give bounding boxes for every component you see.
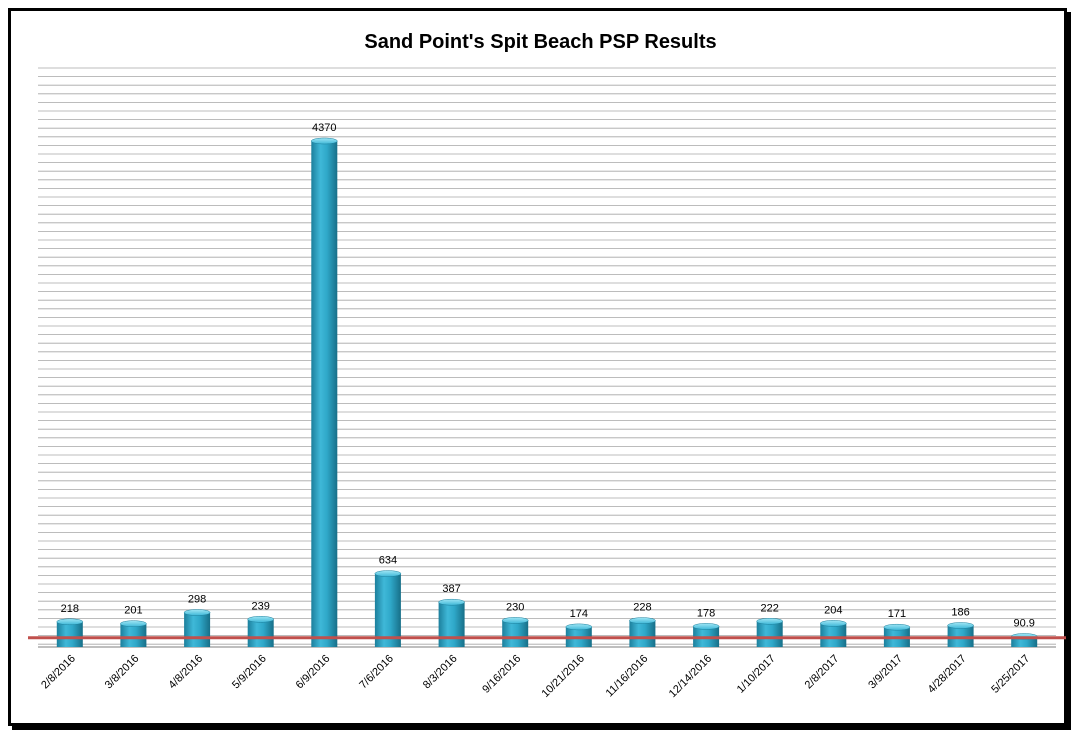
data-label: 4370 (312, 122, 336, 134)
bar-cap (183, 609, 211, 616)
bar-cap (438, 598, 465, 606)
x-tick-labels: 2/8/2016 3/8/2016 4/8/2016 5/9/2016 6/9/2016… (39, 653, 1032, 700)
chart-frame: Sand Point's Spit Beach PSP Results (8, 8, 1067, 726)
x-tick-label: 1/10/2017 (735, 653, 778, 696)
x-tick-label: 5/25/2017 (989, 653, 1032, 696)
x-tick-label: 6/9/2016 (294, 653, 333, 692)
chart-title: Sand Point's Spit Beach PSP Results (364, 31, 717, 53)
x-tick-label: 8/3/2016 (421, 653, 460, 692)
bar (629, 620, 656, 647)
data-label: 222 (761, 602, 779, 614)
x-tick-label: 12/14/2016 (667, 653, 714, 700)
data-label: 387 (442, 583, 460, 595)
bar-cap (247, 616, 274, 623)
bar (56, 621, 83, 647)
x-tick-label: 10/21/2016 (540, 653, 587, 700)
bar-cap (947, 622, 974, 629)
bar-cap (756, 618, 783, 625)
data-label: 90.9 (1013, 618, 1034, 630)
bar-cap (120, 620, 147, 627)
data-label: 201 (124, 605, 142, 617)
data-label: 174 (570, 608, 588, 620)
data-label: 178 (697, 607, 715, 619)
x-tick-label: 2/8/2017 (803, 653, 842, 692)
bar-cap (692, 623, 720, 630)
data-label: 228 (633, 602, 651, 614)
bars (56, 137, 1038, 647)
x-tick-label: 4/8/2016 (166, 653, 205, 692)
data-labels: 218 201 298 239 4370 634 387 230 174 228 178 222 204… (61, 122, 1035, 630)
bar (1011, 636, 1038, 647)
bar (247, 619, 274, 647)
x-tick-label: 4/28/2017 (926, 653, 969, 696)
bar (311, 141, 338, 647)
data-label: 298 (188, 594, 206, 606)
bar (120, 623, 147, 647)
data-label: 239 (252, 600, 270, 612)
bar (502, 620, 529, 647)
bar-cap (501, 617, 529, 624)
data-label: 218 (61, 603, 79, 615)
x-tick-label: 11/16/2016 (604, 653, 651, 700)
x-tick-label: 2/8/2016 (39, 653, 78, 692)
x-tick-label: 9/16/2016 (480, 653, 523, 696)
bar (184, 612, 211, 647)
data-label: 171 (888, 608, 906, 620)
x-tick-label: 3/8/2016 (103, 653, 142, 692)
bar-cap (565, 623, 593, 631)
bar-cap (374, 570, 402, 577)
x-tick-label: 5/9/2016 (230, 653, 269, 692)
data-label: 204 (824, 604, 842, 616)
bar (374, 573, 401, 647)
bar-cap (311, 137, 338, 145)
gridlines (38, 67, 1056, 648)
bar (438, 602, 465, 647)
x-tick-label: 7/6/2016 (357, 653, 396, 692)
data-label: 230 (506, 601, 524, 613)
bar-cap (56, 618, 84, 626)
bar-cap (820, 620, 847, 627)
x-tick-label: 3/9/2017 (866, 653, 905, 692)
bar-cap (629, 617, 656, 624)
bar (820, 623, 847, 647)
data-label: 634 (379, 555, 397, 567)
data-label: 186 (951, 607, 969, 619)
bar (756, 621, 783, 647)
bar-cap (883, 623, 911, 631)
